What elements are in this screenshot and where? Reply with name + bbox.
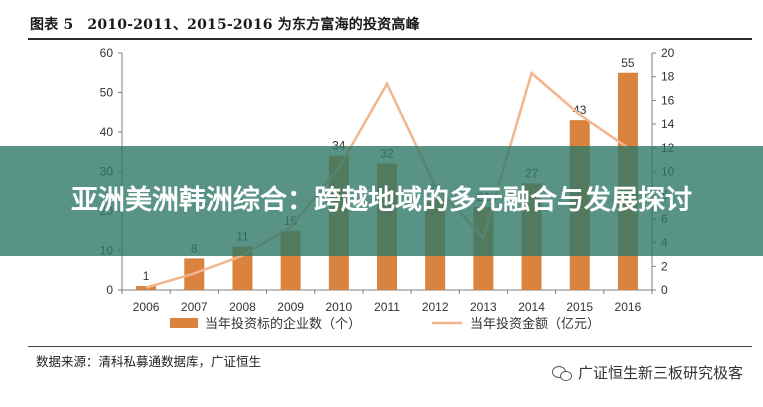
x-tick-label: 2008 [229,300,256,314]
x-tick-label: 2010 [325,300,352,314]
y-right-tick-label: 0 [661,283,668,297]
y-right-tick-label: 2 [661,259,668,273]
wechat-icon [551,365,572,381]
y-left-tick-label: 50 [100,86,114,100]
y-right-tick-label: 14 [661,117,675,131]
bottom-rule [28,346,752,347]
x-tick-label: 2014 [518,300,545,314]
overlay-banner: 亚洲美洲韩洲综合：跨越地域的多元融合与发展探讨 [0,146,763,256]
banner-text: 亚洲美洲韩洲综合：跨越地域的多元融合与发展探讨 [71,185,692,216]
y-left-tick-label: 60 [100,46,114,60]
y-right-tick-label: 18 [661,70,675,84]
bar-data-label: 1 [143,269,150,283]
figure-label: 图表 5 [30,17,74,33]
legend-label-bar: 当年投资标的企业数（个） [205,316,361,332]
x-tick-label: 2007 [181,300,208,314]
source-note: 数据来源：清科私募通数据库，广证恒生 [36,354,262,369]
x-tick-label: 2012 [422,300,449,314]
x-tick-label: 2015 [566,300,593,314]
bar-data-label: 55 [621,56,635,70]
figure-title-text: 2010-2011、2015-2016 为东方富海的投资高峰 [87,17,420,33]
legend-swatch-bar [170,318,198,328]
top-rule [28,38,752,40]
y-left-tick-label: 0 [106,283,113,297]
y-right-tick-label: 16 [661,93,675,107]
bar [136,286,157,290]
x-tick-label: 2016 [615,300,642,314]
x-tick-label: 2009 [277,300,304,314]
bar-data-label: 43 [573,103,587,117]
y-left-tick-label: 40 [100,125,114,139]
y-right-tick-label: 20 [661,46,675,60]
legend-label-line: 当年投资金额（亿元） [470,316,600,332]
watermark-text: 广证恒生新三板研究极客 [577,364,743,382]
x-tick-label: 2013 [470,300,497,314]
x-tick-label: 2011 [374,300,400,314]
watermark: 广证恒生新三板研究极客 [551,362,743,383]
investment-amount-line [145,70,629,289]
x-tick-label: 2006 [133,300,160,314]
figure-title: 图表 5 2010-2011、2015-2016 为东方富海的投资高峰 [30,14,420,34]
